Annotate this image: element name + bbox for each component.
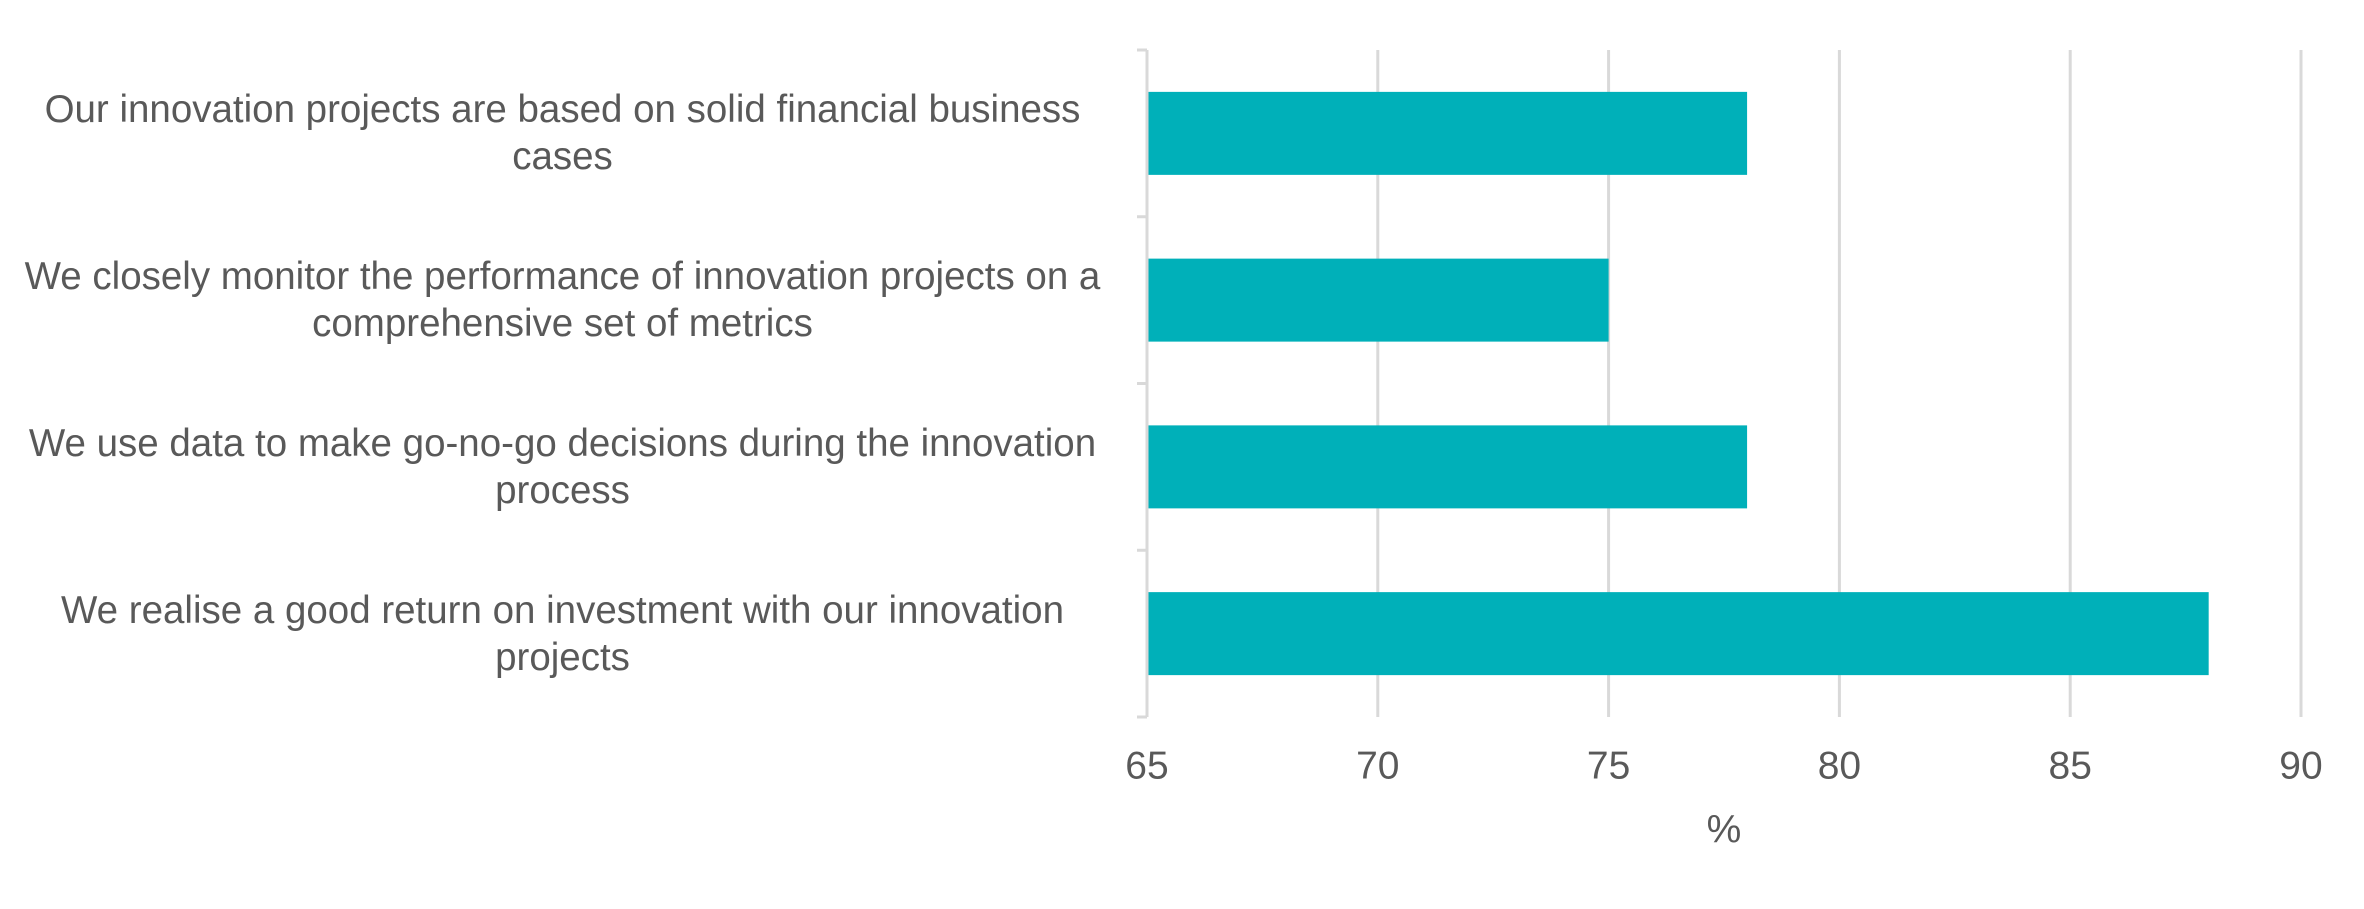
bar xyxy=(1148,425,1748,509)
x-tick-label: 65 xyxy=(1125,744,1168,787)
y-tick-label: Our innovation projects are based on sol… xyxy=(44,88,1081,179)
x-axis-label: % xyxy=(1707,808,1742,851)
bar xyxy=(1148,592,2209,676)
bar xyxy=(1148,91,1748,175)
y-tick-label: We closely monitor the performance of in… xyxy=(24,255,1101,346)
y-tick-label: We use data to make go-no-go decisions d… xyxy=(28,421,1097,512)
x-tick-label: 90 xyxy=(2279,744,2322,787)
y-tick-label: We realise a good return on investment w… xyxy=(61,588,1064,679)
x-tick-label: 75 xyxy=(1587,744,1630,787)
x-tick-label: 80 xyxy=(1818,744,1861,787)
bar xyxy=(1148,258,1609,342)
x-tick-label: 70 xyxy=(1356,744,1399,787)
x-tick-label: 85 xyxy=(2049,744,2092,787)
